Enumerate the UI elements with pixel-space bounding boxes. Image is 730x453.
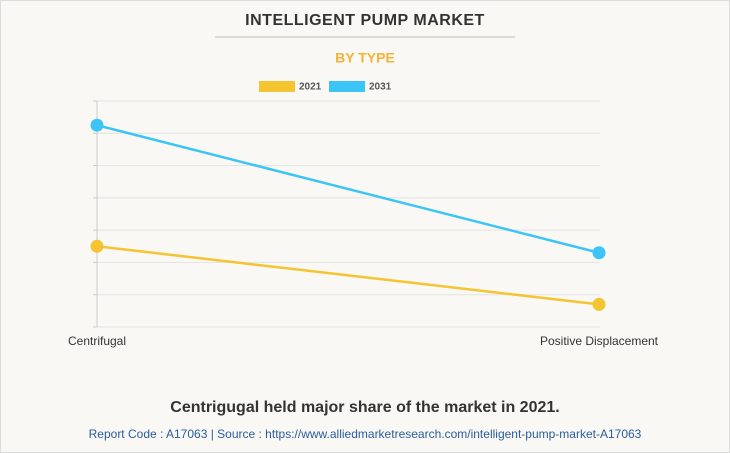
footer: Report Code : A17063 | Source : https://… — [89, 427, 642, 441]
data-point — [592, 246, 606, 260]
chart-title: INTELLIGENT PUMP MARKET — [245, 12, 485, 29]
data-point — [90, 239, 104, 253]
legend-label: 2031 — [369, 82, 392, 93]
data-point — [592, 297, 606, 311]
caption: Centrigugal held major share of the mark… — [170, 399, 559, 416]
x-tick-label: Centrifugal — [68, 334, 126, 348]
x-tick-label: Positive Displacement — [540, 334, 659, 348]
legend-swatch — [259, 81, 295, 92]
legend-label: 2021 — [299, 82, 322, 93]
series-line — [96, 245, 600, 306]
series-line — [96, 124, 600, 254]
data-point — [90, 118, 104, 132]
chart-subtitle: BY TYPE — [335, 50, 395, 66]
legend-swatch — [329, 81, 365, 92]
